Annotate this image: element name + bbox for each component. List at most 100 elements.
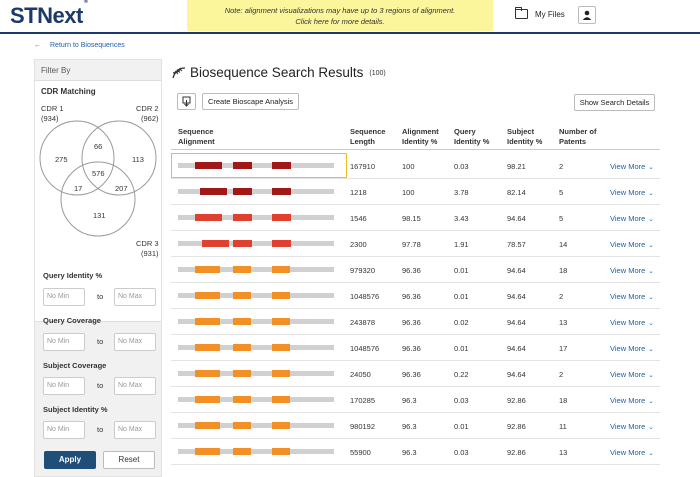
cdr2-circle[interactable] xyxy=(81,120,157,196)
chevron-down-icon: ⌄ xyxy=(648,242,654,249)
subject-coverage-max-input[interactable]: No Max xyxy=(114,377,156,395)
sequence-alignment-track[interactable] xyxy=(178,214,334,221)
show-search-details-button[interactable]: Show Search Details xyxy=(574,94,655,111)
query-identity-min-input[interactable]: No Min xyxy=(43,288,85,306)
cell-patents: 13 xyxy=(559,318,568,327)
view-more-link[interactable]: View More ⌄ xyxy=(610,188,654,197)
sequence-alignment-track[interactable] xyxy=(178,344,334,351)
view-more-link[interactable]: View More ⌄ xyxy=(610,422,654,431)
sequence-alignment-track[interactable] xyxy=(178,188,334,195)
subject-coverage-min-input[interactable]: No Min xyxy=(43,377,85,395)
cell-query-id: 0.01 xyxy=(454,292,469,301)
view-more-link[interactable]: View More ⌄ xyxy=(610,292,654,301)
chevron-down-icon: ⌄ xyxy=(648,424,654,431)
venn-only-cdr1: 275 xyxy=(55,155,68,164)
alignment-region xyxy=(233,240,252,247)
cdr2-label: CDR 2 (962) xyxy=(136,104,159,123)
cell-query-id: 0.03 xyxy=(454,162,469,171)
col-header-subject-identity[interactable]: Subject Identity % xyxy=(507,127,543,146)
apply-button[interactable]: Apply xyxy=(44,451,96,469)
sequence-alignment-track[interactable] xyxy=(178,370,334,377)
export-button[interactable] xyxy=(177,93,196,110)
cell-subject-id: 92.86 xyxy=(507,396,526,405)
view-more-link[interactable]: View More ⌄ xyxy=(610,370,654,379)
table-row[interactable]: 170285 96.3 0.03 92.86 18 View More ⌄ xyxy=(171,387,660,413)
query-coverage-label: Query Coverage xyxy=(43,316,101,325)
notice-link[interactable]: Click here for more details. xyxy=(295,17,385,26)
user-icon xyxy=(582,10,592,20)
stnext-logo[interactable]: STNext® xyxy=(10,0,88,28)
reset-button[interactable]: Reset xyxy=(103,451,155,469)
sequence-alignment-track[interactable] xyxy=(178,396,334,403)
results-count: (100) xyxy=(369,70,386,77)
table-row[interactable]: 1048576 96.36 0.01 94.64 17 View More ⌄ xyxy=(171,335,660,361)
col-header-sequence-alignment[interactable]: Sequence Alignment xyxy=(178,127,215,146)
cell-length: 1218 xyxy=(350,188,367,197)
sequence-alignment-track[interactable] xyxy=(178,422,334,429)
page-title: Biosequence Search Results (100) xyxy=(172,65,386,80)
cdr3-circle[interactable] xyxy=(60,161,136,237)
user-menu-button[interactable] xyxy=(578,6,596,24)
return-to-biosequences-link[interactable]: ← Return to Biosequences xyxy=(34,42,125,49)
create-bioscape-analysis-button[interactable]: Create Bioscape Analysis xyxy=(202,93,299,110)
dna-icon xyxy=(172,66,186,78)
sequence-alignment-track[interactable] xyxy=(178,162,334,169)
cell-query-id: 0.01 xyxy=(454,266,469,275)
table-row[interactable]: 980192 96.3 0.01 92.86 11 View More ⌄ xyxy=(171,413,660,439)
view-more-link[interactable]: View More ⌄ xyxy=(610,396,654,405)
folder-icon xyxy=(515,7,528,19)
view-more-link[interactable]: View More ⌄ xyxy=(610,240,654,249)
venn-only-cdr3: 131 xyxy=(93,211,106,220)
chevron-down-icon: ⌄ xyxy=(648,294,654,301)
subject-identity-min-input[interactable]: No Min xyxy=(43,421,85,439)
sequence-alignment-track[interactable] xyxy=(178,292,334,299)
range-to-label: to xyxy=(97,292,104,301)
table-row[interactable]: 24050 96.36 0.22 94.64 2 View More ⌄ xyxy=(171,361,660,387)
cell-subject-id: 94.64 xyxy=(507,292,526,301)
cell-query-id: 3.43 xyxy=(454,214,469,223)
view-more-link[interactable]: View More ⌄ xyxy=(610,344,654,353)
col-header-number-of-patents[interactable]: Number of Patents xyxy=(559,127,597,146)
filter-sidebar: Filter By CDR Matching CDR 1 (934) CDR 2(… xyxy=(34,59,162,477)
alignment-region xyxy=(233,318,251,325)
view-more-link[interactable]: View More ⌄ xyxy=(610,448,654,457)
query-coverage-max-input[interactable]: No Max xyxy=(114,333,156,351)
cdr-matching-panel: CDR Matching CDR 1 (934) CDR 2 (962) CDR 3… xyxy=(35,80,161,322)
sequence-alignment-track[interactable] xyxy=(178,448,334,455)
alignment-region xyxy=(233,292,251,299)
table-row[interactable]: 167910 100 0.03 98.21 2 View More ⌄ xyxy=(171,153,660,179)
table-row[interactable]: 1218 100 3.78 82.14 5 View More ⌄ xyxy=(171,179,660,205)
chevron-down-icon: ⌄ xyxy=(648,346,654,353)
query-identity-max-input[interactable]: No Max xyxy=(114,288,156,306)
cell-align-id: 96.36 xyxy=(402,344,421,353)
view-more-link[interactable]: View More ⌄ xyxy=(610,214,654,223)
view-more-link[interactable]: View More ⌄ xyxy=(610,266,654,275)
sequence-alignment-track[interactable] xyxy=(178,240,334,247)
table-row[interactable]: 2300 97.78 1.91 78.57 14 View More ⌄ xyxy=(171,231,660,257)
table-row[interactable]: 1048576 96.36 0.01 94.64 2 View More ⌄ xyxy=(171,283,660,309)
cell-patents: 18 xyxy=(559,266,568,275)
sequence-alignment-track[interactable] xyxy=(178,266,334,273)
cell-align-id: 96.3 xyxy=(402,448,417,457)
alignment-region xyxy=(272,188,291,195)
sequence-alignment-track[interactable] xyxy=(178,318,334,325)
alignment-notice-banner[interactable]: Note: alignment visualizations may have … xyxy=(187,0,493,31)
query-coverage-min-input[interactable]: No Min xyxy=(43,333,85,351)
col-header-alignment-identity[interactable]: Alignment Identity % xyxy=(402,127,439,146)
cdr-venn-diagram[interactable] xyxy=(35,81,161,323)
cell-length: 243878 xyxy=(350,318,376,327)
cell-length: 1048576 xyxy=(350,344,380,353)
cdr1-circle[interactable] xyxy=(39,120,115,196)
subject-identity-max-input[interactable]: No Max xyxy=(114,421,156,439)
col-header-query-identity[interactable]: Query Identity % xyxy=(454,127,490,146)
table-row[interactable]: 243878 96.36 0.02 94.64 13 View More ⌄ xyxy=(171,309,660,335)
table-row[interactable]: 1546 98.15 3.43 94.64 5 View More ⌄ xyxy=(171,205,660,231)
table-row[interactable]: 979320 96.36 0.01 94.64 18 View More ⌄ xyxy=(171,257,660,283)
my-files-label: My Files xyxy=(535,9,565,19)
view-more-link[interactable]: View More ⌄ xyxy=(610,318,654,327)
alignment-region xyxy=(195,448,220,455)
my-files-button[interactable]: My Files xyxy=(515,7,565,19)
col-header-sequence-length[interactable]: Sequence Length xyxy=(350,127,386,146)
table-row[interactable]: 55900 96.3 0.03 92.86 13 View More ⌄ xyxy=(171,439,660,465)
view-more-link[interactable]: View More ⌄ xyxy=(610,162,654,171)
